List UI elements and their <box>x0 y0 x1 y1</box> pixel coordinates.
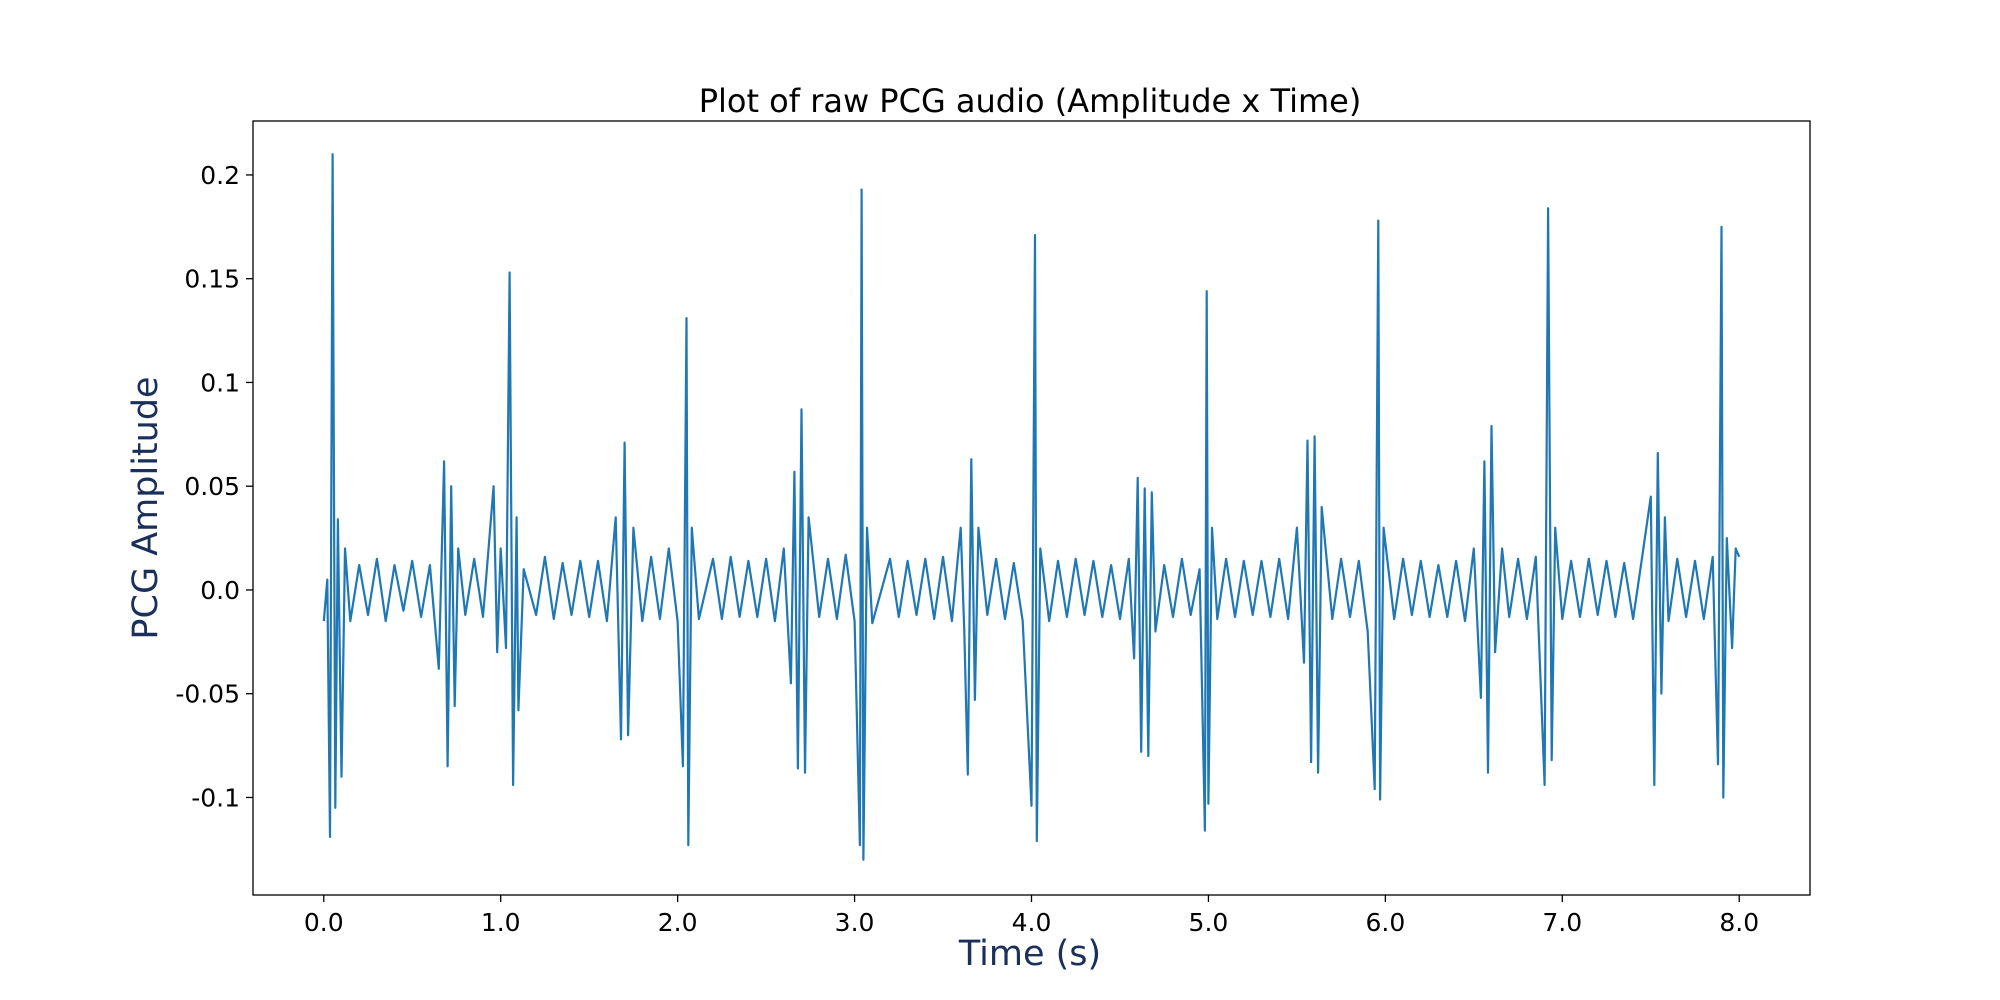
x-tick-label: 6.0 <box>1365 908 1405 937</box>
y-tick-label: 0.2 <box>200 161 240 190</box>
y-tick-label: 0.1 <box>200 368 240 397</box>
y-tick-label: 0.05 <box>184 472 240 501</box>
y-tick-label: 0.15 <box>184 265 240 294</box>
x-tick-label: 3.0 <box>835 908 875 937</box>
y-axis: 0.2 0.15 0.1 0.05 0.0 -0.05 -0.1 <box>175 161 253 812</box>
plot-area <box>322 153 1741 861</box>
y-axis-label: PCG Amplitude <box>126 376 166 639</box>
chart-title: Plot of raw PCG audio (Amplitude x Time) <box>699 82 1362 120</box>
x-tick-label: 8.0 <box>1719 908 1759 937</box>
x-tick-label: 0.0 <box>304 908 344 937</box>
x-axis: 0.0 1.0 2.0 3.0 4.0 5.0 6.0 7.0 8.0 <box>304 895 1759 937</box>
y-tick-label: 0.0 <box>200 576 240 605</box>
series-line <box>322 153 1741 861</box>
x-tick-label: 4.0 <box>1012 908 1052 937</box>
x-tick-label: 5.0 <box>1189 908 1229 937</box>
x-axis-label: Time (s) <box>958 934 1101 974</box>
x-tick-label: 2.0 <box>658 908 698 937</box>
y-tick-label: -0.1 <box>191 783 240 812</box>
x-tick-label: 1.0 <box>481 908 521 937</box>
x-tick-label: 7.0 <box>1542 908 1582 937</box>
y-tick-label: -0.05 <box>175 680 240 709</box>
